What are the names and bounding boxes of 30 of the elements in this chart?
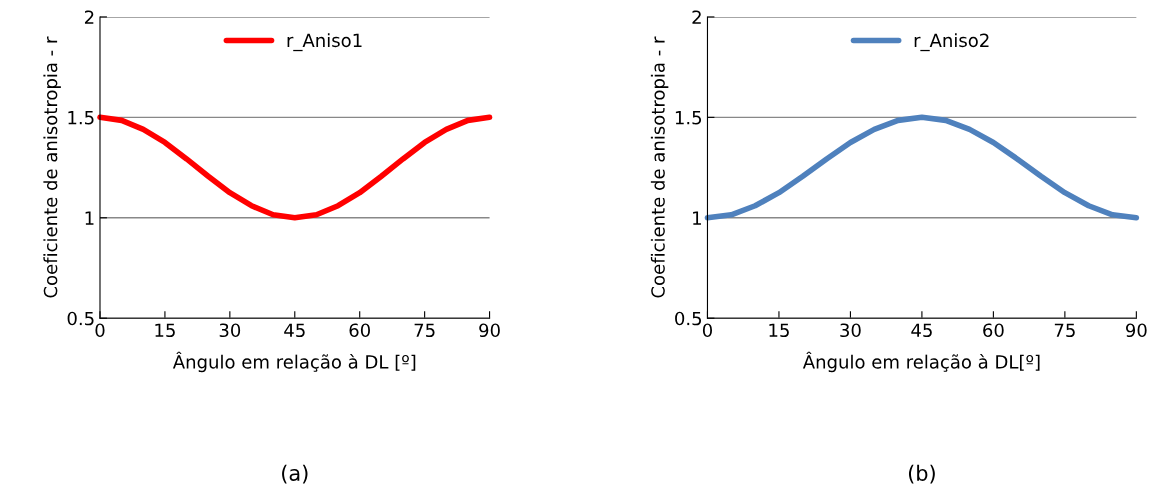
x-tick-label: 45: [911, 323, 932, 338]
y-tick-label: 1.5: [675, 111, 702, 125]
y-tick-label: 1: [693, 211, 701, 225]
x-tick-label: 30: [219, 323, 241, 338]
text: (a): [282, 464, 308, 484]
legend-label: r_Aniso1: [287, 33, 362, 52]
x-tick-label: 15: [155, 323, 175, 338]
text: (b): [908, 464, 935, 484]
y-axis-title: Coeficiente de anisotropia - r: [650, 36, 669, 298]
x-tick-label: 60: [349, 323, 370, 338]
y-tick-label: 0.5: [675, 311, 702, 326]
y-axis-title: Coeficiente de anisotropia - r: [43, 36, 61, 298]
x-tick-label: 15: [769, 323, 789, 338]
x-tick-label: 0: [95, 323, 105, 338]
y-tick-label: 2: [84, 10, 94, 24]
y-tick-label: 2: [692, 10, 701, 24]
x-tick-label: 90: [479, 323, 500, 338]
x-tick-label: 60: [983, 323, 1004, 338]
x-axis-title: Ângulo em relação à DL [º]: [172, 351, 416, 373]
x-tick-label: 30: [840, 323, 861, 338]
legend-label: r_Aniso2: [914, 33, 989, 52]
x-tick-label: 0: [702, 323, 713, 338]
x-tick-label: 75: [414, 323, 435, 338]
y-tick-label: 0.5: [67, 311, 94, 326]
x-tick-label: 75: [1054, 323, 1075, 338]
y-tick-label: 1.5: [68, 111, 94, 125]
x-tick-label: 45: [284, 323, 305, 338]
x-tick-label: 90: [1126, 323, 1147, 338]
y-tick-label: 1: [85, 211, 94, 225]
x-axis-title: Ângulo em relação à DL[º]: [802, 351, 1040, 373]
